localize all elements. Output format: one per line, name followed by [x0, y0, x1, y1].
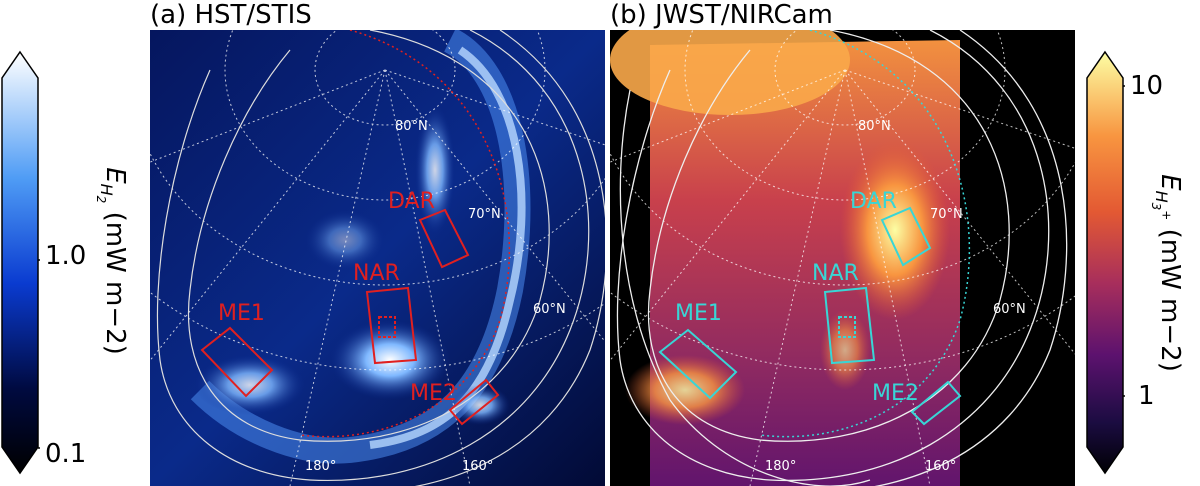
panel-a-nar-label: NAR	[353, 261, 400, 286]
panel-a-me1-label: ME1	[218, 301, 265, 326]
panel-b-dar-label: DAR	[850, 189, 897, 214]
panel-a-label-160: 160°	[462, 459, 493, 474]
colorbar-right-tick-10: 10	[1130, 71, 1164, 101]
colorbar-left-tick-0.1: 0.1	[45, 439, 87, 469]
panel-a-nar-inner-box	[378, 316, 396, 338]
panel-b-title: (b) JWST/NIRCam	[610, 0, 833, 30]
panel-b-label-70N: 70°N	[930, 207, 963, 222]
panel-a-me2-label: ME2	[410, 381, 457, 406]
colorbar-right-gradient	[1086, 50, 1130, 475]
panel-a-nar-box	[365, 286, 418, 365]
panel-b-label-80N: 80°N	[858, 119, 891, 134]
colorbar-right	[1085, 50, 1130, 475]
panel-b-dar-box	[880, 206, 932, 267]
colorbar-right-title: EH3+ (mW m−2)	[1148, 174, 1185, 372]
colorbar-right-tick-1: 1	[1138, 381, 1155, 411]
panel-b-label-60N: 60°N	[993, 302, 1026, 317]
colorbar-left-gradient	[1, 50, 45, 475]
panel-a-me1-box	[200, 326, 274, 398]
panel-b-label-160: 160°	[925, 459, 956, 474]
panel-a-label-70N: 70°N	[468, 207, 501, 222]
colorbar-left-tick-1: 1.0	[45, 241, 87, 271]
panel-b-nar-inner-box	[838, 316, 856, 338]
panel-b-image: 80°N 70°N 60°N 180° 160° DAR NAR ME1 ME2	[610, 30, 1075, 486]
panel-a-title: (a) HST/STIS	[150, 0, 312, 30]
panel-a-label-60N: 60°N	[533, 302, 566, 317]
panel-a-label-80N: 80°N	[395, 119, 428, 134]
panel-b-me1-box	[658, 328, 738, 400]
panel-a-image: 80°N 70°N 60°N 180° 160° DAR NAR ME1 ME2	[150, 30, 605, 486]
panel-a-dar-label: DAR	[388, 189, 435, 214]
panel-b-nar-label: NAR	[812, 261, 859, 286]
panel-a-label-180: 180°	[305, 459, 336, 474]
panel-b-label-180: 180°	[765, 459, 796, 474]
panel-b-me1-label: ME1	[675, 301, 722, 326]
panel-b-nar-box	[823, 286, 876, 365]
panel-b-me2-box	[910, 380, 962, 426]
colorbar-left-title: EH2 (mW m−2)	[93, 167, 130, 355]
colorbar-left	[0, 50, 45, 475]
panel-a-dar-box	[418, 208, 470, 269]
panel-a-me2-box	[448, 378, 500, 426]
panel-b-me2-label: ME2	[872, 381, 919, 406]
